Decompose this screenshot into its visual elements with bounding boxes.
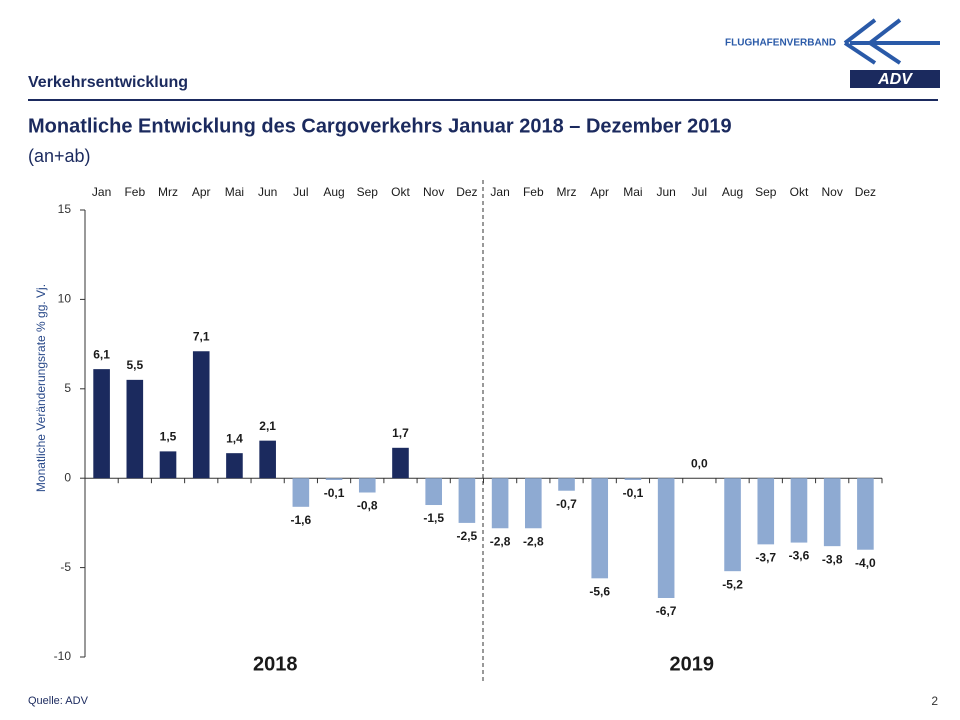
source: Quelle: ADV [28, 695, 89, 707]
x-tick-label: Apr [590, 185, 609, 199]
value-label: 2,1 [259, 419, 276, 433]
year-label: 2019 [670, 653, 715, 675]
x-tick-label: Jul [692, 185, 707, 199]
x-tick-label: Jan [490, 185, 509, 199]
y-tick-label: -5 [60, 560, 71, 574]
y-tick-label: 15 [58, 202, 72, 216]
value-label: -2,8 [523, 534, 544, 548]
bar [93, 369, 110, 479]
x-tick-label: Feb [523, 185, 544, 199]
x-tick-label: Dez [855, 185, 876, 199]
value-label: 1,5 [160, 430, 177, 444]
value-label: 0,0 [691, 456, 708, 470]
bar [259, 440, 276, 479]
x-tick-label: Apr [192, 185, 211, 199]
y-tick-label: 10 [58, 292, 72, 306]
value-label: -0,8 [357, 499, 378, 513]
value-label: -0,1 [623, 486, 644, 500]
bar [325, 478, 343, 480]
bar [392, 447, 409, 479]
bar [823, 478, 841, 547]
value-label: 1,4 [226, 431, 243, 445]
x-tick-label: Sep [755, 185, 777, 199]
value-label: -1,6 [291, 513, 312, 527]
x-tick-label: Mrz [557, 185, 577, 199]
bar [458, 478, 476, 523]
bar [425, 478, 442, 506]
x-tick-label: Jul [293, 185, 308, 199]
section-title: Verkehrsentwicklung [28, 74, 188, 91]
x-tick-label: Jun [656, 185, 675, 199]
bar [491, 478, 509, 529]
x-tick-label: Aug [722, 185, 743, 199]
value-label: -0,7 [556, 497, 577, 511]
bar [358, 478, 376, 493]
bar [558, 478, 575, 491]
bar [525, 478, 542, 529]
bar [591, 478, 609, 579]
y-tick-label: -10 [54, 649, 72, 663]
value-label: -0,1 [324, 486, 345, 500]
x-tick-label: Mai [225, 185, 244, 199]
page-number: 2 [931, 694, 938, 708]
value-label: -3,7 [755, 551, 776, 565]
bar [624, 478, 642, 480]
year-label: 2018 [253, 653, 298, 675]
x-tick-label: Feb [124, 185, 145, 199]
x-tick-label: Okt [790, 185, 809, 199]
bar [126, 379, 144, 479]
x-tick-label: Nov [822, 185, 843, 199]
value-label: -1,5 [423, 511, 444, 525]
value-label: 5,5 [126, 358, 143, 372]
value-label: -2,5 [457, 529, 478, 543]
value-label: -6,7 [656, 604, 677, 618]
bar [159, 451, 177, 479]
chart-subtitle: (an+ab) [28, 146, 91, 166]
y-tick-label: 0 [64, 470, 71, 484]
bar [724, 478, 741, 572]
bar [857, 478, 874, 550]
x-tick-label: Jun [258, 185, 277, 199]
x-tick-label: Dez [456, 185, 477, 199]
logo-text: ADV [877, 71, 913, 88]
bar [226, 453, 243, 479]
bar [192, 351, 210, 479]
x-tick-label: Okt [391, 185, 410, 199]
value-label: -3,8 [822, 552, 843, 566]
bar [657, 478, 675, 598]
value-label: -4,0 [855, 556, 876, 570]
y-tick-label: 5 [64, 381, 71, 395]
value-label: -2,8 [490, 534, 511, 548]
logo [843, 18, 940, 65]
x-tick-label: Nov [423, 185, 444, 199]
x-tick-label: Jan [92, 185, 111, 199]
x-tick-label: Aug [323, 185, 344, 199]
org-name: FLUGHAFENVERBAND [725, 38, 836, 49]
value-label: -5,6 [589, 584, 610, 598]
value-label: -3,6 [789, 549, 810, 563]
x-tick-label: Mai [623, 185, 642, 199]
value-label: 6,1 [93, 347, 110, 361]
x-tick-label: Sep [357, 185, 379, 199]
bar [292, 478, 310, 507]
logo-box [850, 70, 940, 88]
bar [757, 478, 775, 545]
value-label: 1,7 [392, 426, 409, 440]
x-tick-label: Mrz [158, 185, 178, 199]
value-label: -5,2 [722, 577, 743, 591]
bar [790, 478, 808, 543]
y-axis-label: Monatliche Veränderungsrate % gg. Vj. [34, 284, 48, 492]
chart-title: Monatliche Entwicklung des Cargoverkehrs… [28, 115, 732, 137]
value-label: 7,1 [193, 329, 210, 343]
